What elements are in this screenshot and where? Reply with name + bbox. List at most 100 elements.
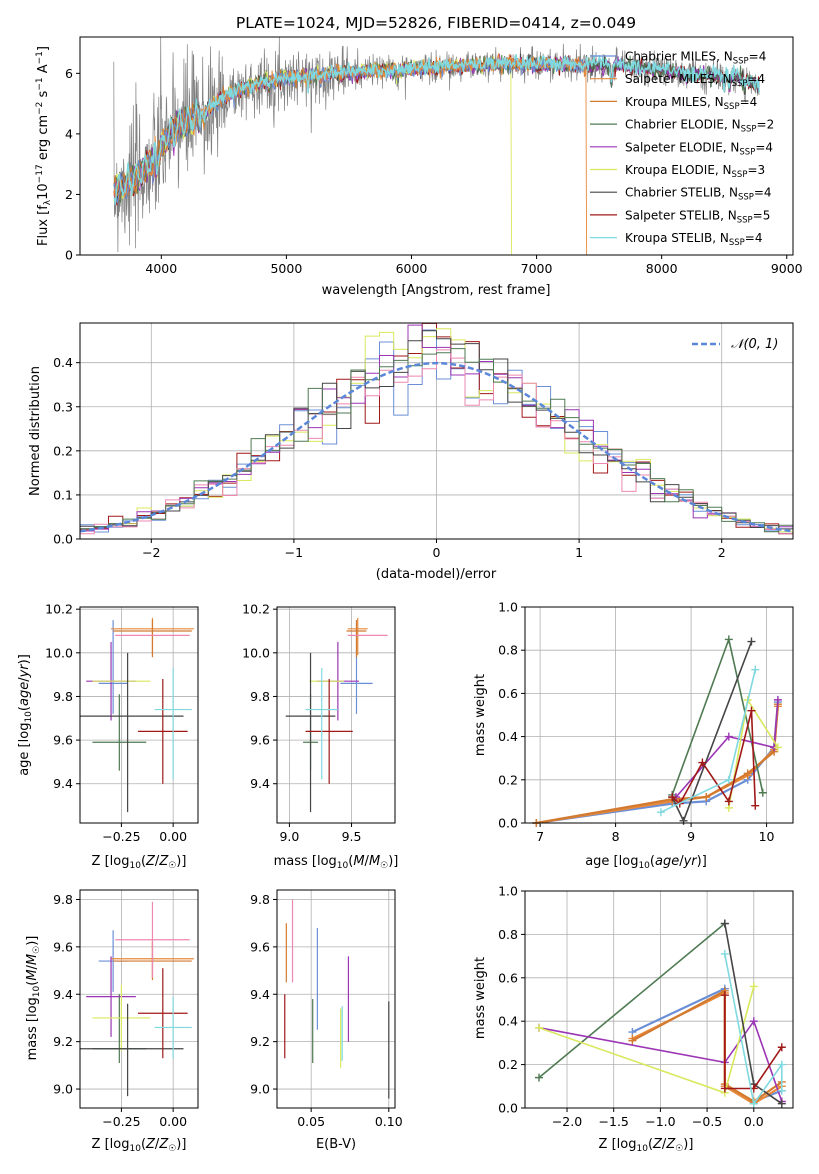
weight-marker [751,801,760,810]
p-w-age-frame [524,606,794,824]
error-cross [92,694,147,771]
y-tick-label: 2 [65,187,73,202]
weight-marker [777,1086,786,1095]
x-tick-label: −0.25 [102,1114,140,1129]
weight-marker [749,982,758,991]
weight-line [671,710,757,806]
residual-histogram [80,324,793,532]
error-cross [92,994,147,1063]
weight-marker [743,769,752,778]
x-tick-label: 9.5 [342,829,362,844]
weight-marker [749,1017,758,1026]
p-w-z-frame [524,890,794,1109]
x-tick-label: 1 [575,545,583,560]
y-tick-label: 0.6 [498,970,518,985]
y-tick-label: 9.4 [53,776,73,791]
age-vs-Z-xlabel: Z [log10(Z/Z☉)] [92,854,187,871]
weight-marker [751,665,760,674]
weight-marker [773,695,782,704]
y-tick-label: 9.4 [250,987,270,1002]
x-tick-label: 9000 [771,261,803,276]
normal-reference-curve [79,361,794,533]
y-tick-label: 9.6 [53,733,73,748]
weight-marker [724,775,733,784]
residuals-xlabel: (data-model)/error [376,567,497,582]
error-cross [98,620,128,714]
mass-vs-Z-xlabel: Z [log10(Z/Z☉)] [92,1137,187,1154]
error-cross [347,617,368,655]
spectrum-panel: 4000 5000 6000 7000 8000 9000 0 2 4 6 Chabrier MI… [35,36,803,298]
y-tick-label: 10.2 [45,602,73,617]
age-vs-Z-ylabel: age [log10(age/yr)] [17,654,34,776]
weight-marker [698,758,707,767]
error-cross [346,620,367,658]
error-cross [80,1003,184,1097]
weight-marker [720,919,729,928]
y-tick-label: 0.0 [53,532,73,547]
error-cross [115,901,190,978]
p-m-z-frame [79,889,199,1109]
p-age-z-frame [79,606,199,824]
y-tick-label: 9.2 [53,1034,73,1049]
error-cross [113,620,192,658]
mass-vs-Z-panel: −0.25 0.00 9.0 9.2 9.4 9.6 9.8 [53,889,199,1129]
residuals-ylabel: Normed distribution [28,366,43,496]
legend-label: Salpeter STELIB, NSSP=5 [625,208,770,225]
figure-title: PLATE=1024, MJD=52826, FIBERID=0414, z=0… [236,14,636,32]
y-tick-label: 6 [65,66,73,81]
x-tick-label: −1.5 [599,1114,629,1129]
weight-line [675,699,779,798]
y-tick-label: 9.4 [250,776,270,791]
mass-vs-ebv-frame [276,889,396,1109]
x-tick-label: 0.05 [297,1114,325,1129]
error-cross [137,679,188,784]
y-tick-label: 10.0 [242,645,270,660]
age-vs-Z-panel: −0.25 0.00 9.4 9.6 9.8 10.0 10.2 [45,602,199,844]
x-tick-label: 0.00 [159,1114,187,1129]
x-tick-label: 9.0 [279,829,299,844]
x-tick-label: 8 [612,829,620,844]
weight-marker [679,816,688,825]
error-cross [305,679,353,784]
y-tick-label: 9.6 [53,939,73,954]
x-tick-label: 0.0 [744,1114,764,1129]
y-tick-label: 0.2 [498,1057,518,1072]
weight-marker [773,743,782,752]
y-tick-label: 0.2 [498,772,518,787]
y-tick-label: 0.4 [498,729,518,744]
y-tick-label: 9.0 [53,1082,73,1097]
y-tick-label: 0.8 [498,643,518,658]
y-tick-label: 9.8 [53,689,73,704]
weight-marker [747,637,756,646]
model-spectrum [113,54,760,205]
residual-histogram [80,330,793,530]
x-tick-label: 9 [687,829,695,844]
weight-marker [724,732,733,741]
x-tick-label: −0.25 [102,829,140,844]
spectrum-xlabel: wavelength [Angstrom, rest frame] [322,283,551,298]
x-tick-label: 10 [759,829,775,844]
p-age-m-frame [276,606,396,824]
weight-line [724,995,783,1090]
error-cross [92,984,151,1052]
weight-vs-age-xlabel: age [log10(age/yr)] [585,854,707,871]
y-tick-label: 0.3 [53,399,73,414]
error-cross [86,956,136,1037]
weight-marker [720,949,729,958]
y-tick-label: 0.4 [498,1014,518,1029]
weight-marker [749,1099,758,1108]
residual-histogram [80,348,793,533]
x-tick-label: 2 [718,545,726,560]
y-tick-label: 0 [65,248,73,263]
y-tick-label: 9.8 [250,892,270,907]
x-tick-label: 0 [433,545,441,560]
y-tick-label: 0.1 [53,487,73,502]
x-tick-label: 7 [536,829,544,844]
y-tick-label: 9.4 [53,987,73,1002]
residual-histogram [80,349,793,535]
x-tick-label: 8000 [646,261,678,276]
error-cross [154,668,192,780]
weight-marker [724,635,733,644]
mass-vs-ebv-xlabel: E(B-V) [316,1137,356,1152]
y-tick-label: 9.6 [250,939,270,954]
